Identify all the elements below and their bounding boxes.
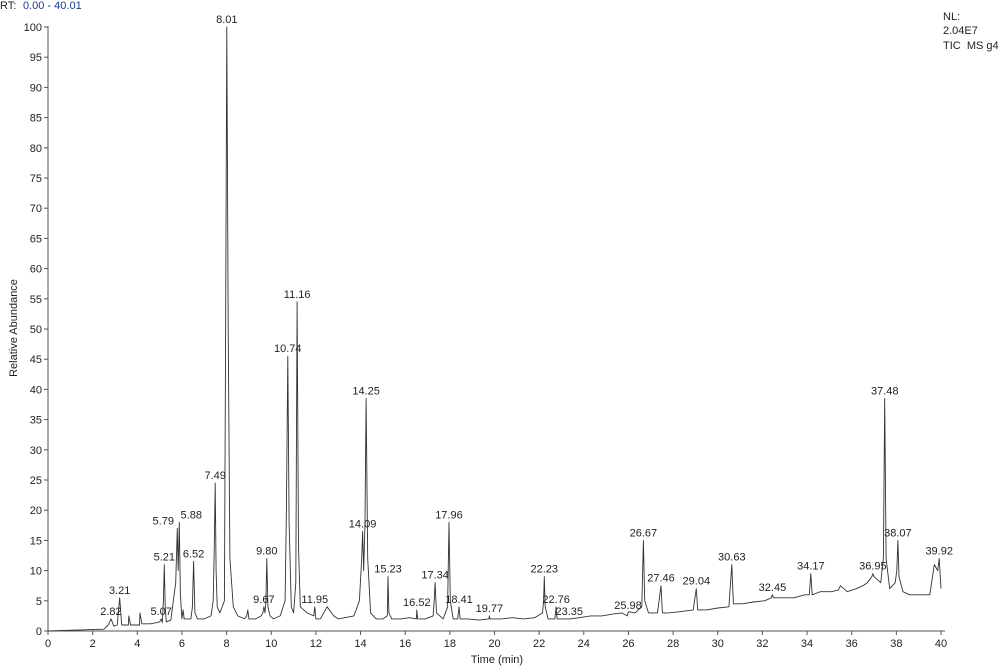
x-tick-label: 14 xyxy=(354,638,366,650)
y-tick-label: 95 xyxy=(30,52,42,64)
peak-label: 22.76 xyxy=(542,594,570,606)
x-tick-label: 6 xyxy=(179,638,185,650)
y-tick-label: 80 xyxy=(30,143,42,155)
x-tick-label: 12 xyxy=(310,638,322,650)
x-tick-label: 34 xyxy=(801,638,813,650)
x-tick-label: 20 xyxy=(488,638,500,650)
peak-label: 23.35 xyxy=(556,606,584,618)
peak-label: 39.92 xyxy=(925,546,953,558)
y-tick-label: 20 xyxy=(30,505,42,517)
peak-label: 19.77 xyxy=(476,603,504,615)
x-tick-label: 24 xyxy=(578,638,590,650)
y-tick-label: 50 xyxy=(30,324,42,336)
y-tick-label: 55 xyxy=(30,294,42,306)
peak-label: 5.79 xyxy=(153,515,174,527)
x-tick-label: 8 xyxy=(224,638,230,650)
peak-label: 27.46 xyxy=(647,573,675,585)
peak-label: 9.67 xyxy=(253,594,274,606)
peak-label: 7.49 xyxy=(205,470,226,482)
y-tick-label: 90 xyxy=(30,82,42,94)
peak-label: 14.09 xyxy=(349,518,377,530)
peak-label: 37.48 xyxy=(871,385,899,397)
peak-label: 11.16 xyxy=(284,289,311,301)
peak-label: 8.01 xyxy=(216,14,237,26)
peak-label: 5.07 xyxy=(150,606,171,618)
y-tick-label: 60 xyxy=(30,264,42,276)
peak-label: 9.80 xyxy=(256,546,277,558)
y-tick-label: 5 xyxy=(36,596,42,608)
x-tick-label: 10 xyxy=(265,638,277,650)
peak-label: 15.23 xyxy=(374,564,402,576)
peak-label: 14.25 xyxy=(352,385,380,397)
peak-label: 16.52 xyxy=(403,597,431,609)
x-tick-label: 0 xyxy=(45,638,51,650)
x-tick-label: 28 xyxy=(667,638,679,650)
peak-label: 5.21 xyxy=(154,552,175,564)
x-tick-label: 32 xyxy=(756,638,768,650)
peak-label: 17.96 xyxy=(435,509,463,521)
x-tick-label: 36 xyxy=(846,638,858,650)
x-tick-label: 18 xyxy=(444,638,456,650)
peak-label: 10.74 xyxy=(274,343,302,355)
peak-label: 6.52 xyxy=(183,549,204,561)
peak-label: 3.21 xyxy=(109,585,130,597)
x-tick-label: 2 xyxy=(90,638,96,650)
peak-label: 34.17 xyxy=(797,561,825,573)
x-axis-title: Time (min) xyxy=(471,654,523,666)
peak-label: 32.45 xyxy=(759,582,787,594)
y-axis-title: Relative Abundance xyxy=(8,279,20,377)
x-tick-label: 30 xyxy=(712,638,724,650)
y-tick-label: 65 xyxy=(30,233,42,245)
y-tick-label: 40 xyxy=(30,384,42,396)
peak-labels: 2.82 3.21 5.07 5.21 5.79 5.88 6.52 7.49 8.01 9.67… xyxy=(100,14,953,618)
y-tick-label: 35 xyxy=(30,415,42,427)
peak-label: 29.04 xyxy=(683,576,711,588)
x-tick-label: 26 xyxy=(622,638,634,650)
x-axis-ticks: 0 2 4 6 8 10 12 14 16 18 20 22 24 26 28 30 32 34 36 38 40 xyxy=(45,631,947,650)
rt-range: 0.00 - 40.01 xyxy=(23,0,82,12)
scan-filter: TIC MS g4 xyxy=(943,40,999,52)
peak-label: 11.95 xyxy=(301,594,328,606)
y-tick-label: 70 xyxy=(30,203,42,215)
x-tick-label: 22 xyxy=(533,638,545,650)
nl-value: 2.04E7 xyxy=(943,25,978,37)
x-tick-label: 38 xyxy=(890,638,902,650)
y-axis-ticks: 0 5 10 15 20 25 30 35 40 45 50 55 60 65 70 75 80 85 90 95 10… xyxy=(24,22,48,638)
y-tick-label: 10 xyxy=(30,566,42,578)
peak-label: 30.63 xyxy=(718,552,746,564)
x-tick-label: 16 xyxy=(399,638,411,650)
y-tick-label: 100 xyxy=(24,22,42,34)
y-tick-label: 30 xyxy=(30,445,42,457)
tic-trace-line xyxy=(47,26,942,632)
y-tick-label: 15 xyxy=(30,535,42,547)
peak-label: 2.82 xyxy=(100,606,121,618)
peak-label: 18.41 xyxy=(445,594,473,606)
x-tick-label: 4 xyxy=(134,638,140,650)
y-tick-label: 45 xyxy=(30,354,42,366)
rt-label: RT: xyxy=(0,0,16,12)
peak-label: 22.23 xyxy=(531,564,559,576)
y-tick-label: 75 xyxy=(30,173,42,185)
x-tick-label: 40 xyxy=(935,638,947,650)
peak-label: 26.67 xyxy=(630,527,658,539)
peak-label: 38.07 xyxy=(884,527,912,539)
peak-label: 25.98 xyxy=(614,600,642,612)
nl-label: NL: xyxy=(943,11,960,23)
peak-label: 5.88 xyxy=(181,509,202,521)
peak-label: 17.34 xyxy=(421,570,449,582)
y-tick-label: 85 xyxy=(30,113,42,125)
peak-label: 36.95 xyxy=(859,561,887,573)
y-tick-label: 0 xyxy=(36,626,42,638)
y-tick-label: 25 xyxy=(30,475,42,487)
